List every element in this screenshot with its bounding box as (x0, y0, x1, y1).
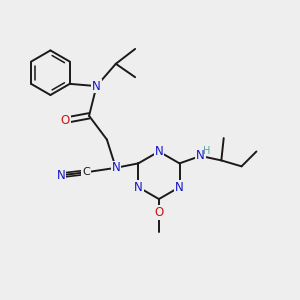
Text: N: N (196, 149, 205, 162)
Text: N: N (92, 80, 101, 93)
Text: N: N (175, 181, 184, 194)
Text: O: O (61, 114, 70, 127)
Text: H: H (203, 146, 211, 156)
Text: N: N (111, 161, 120, 174)
Text: N: N (56, 169, 65, 182)
Text: O: O (154, 206, 164, 219)
Text: N: N (154, 145, 163, 158)
Text: N: N (134, 181, 143, 194)
Text: C: C (82, 167, 90, 177)
